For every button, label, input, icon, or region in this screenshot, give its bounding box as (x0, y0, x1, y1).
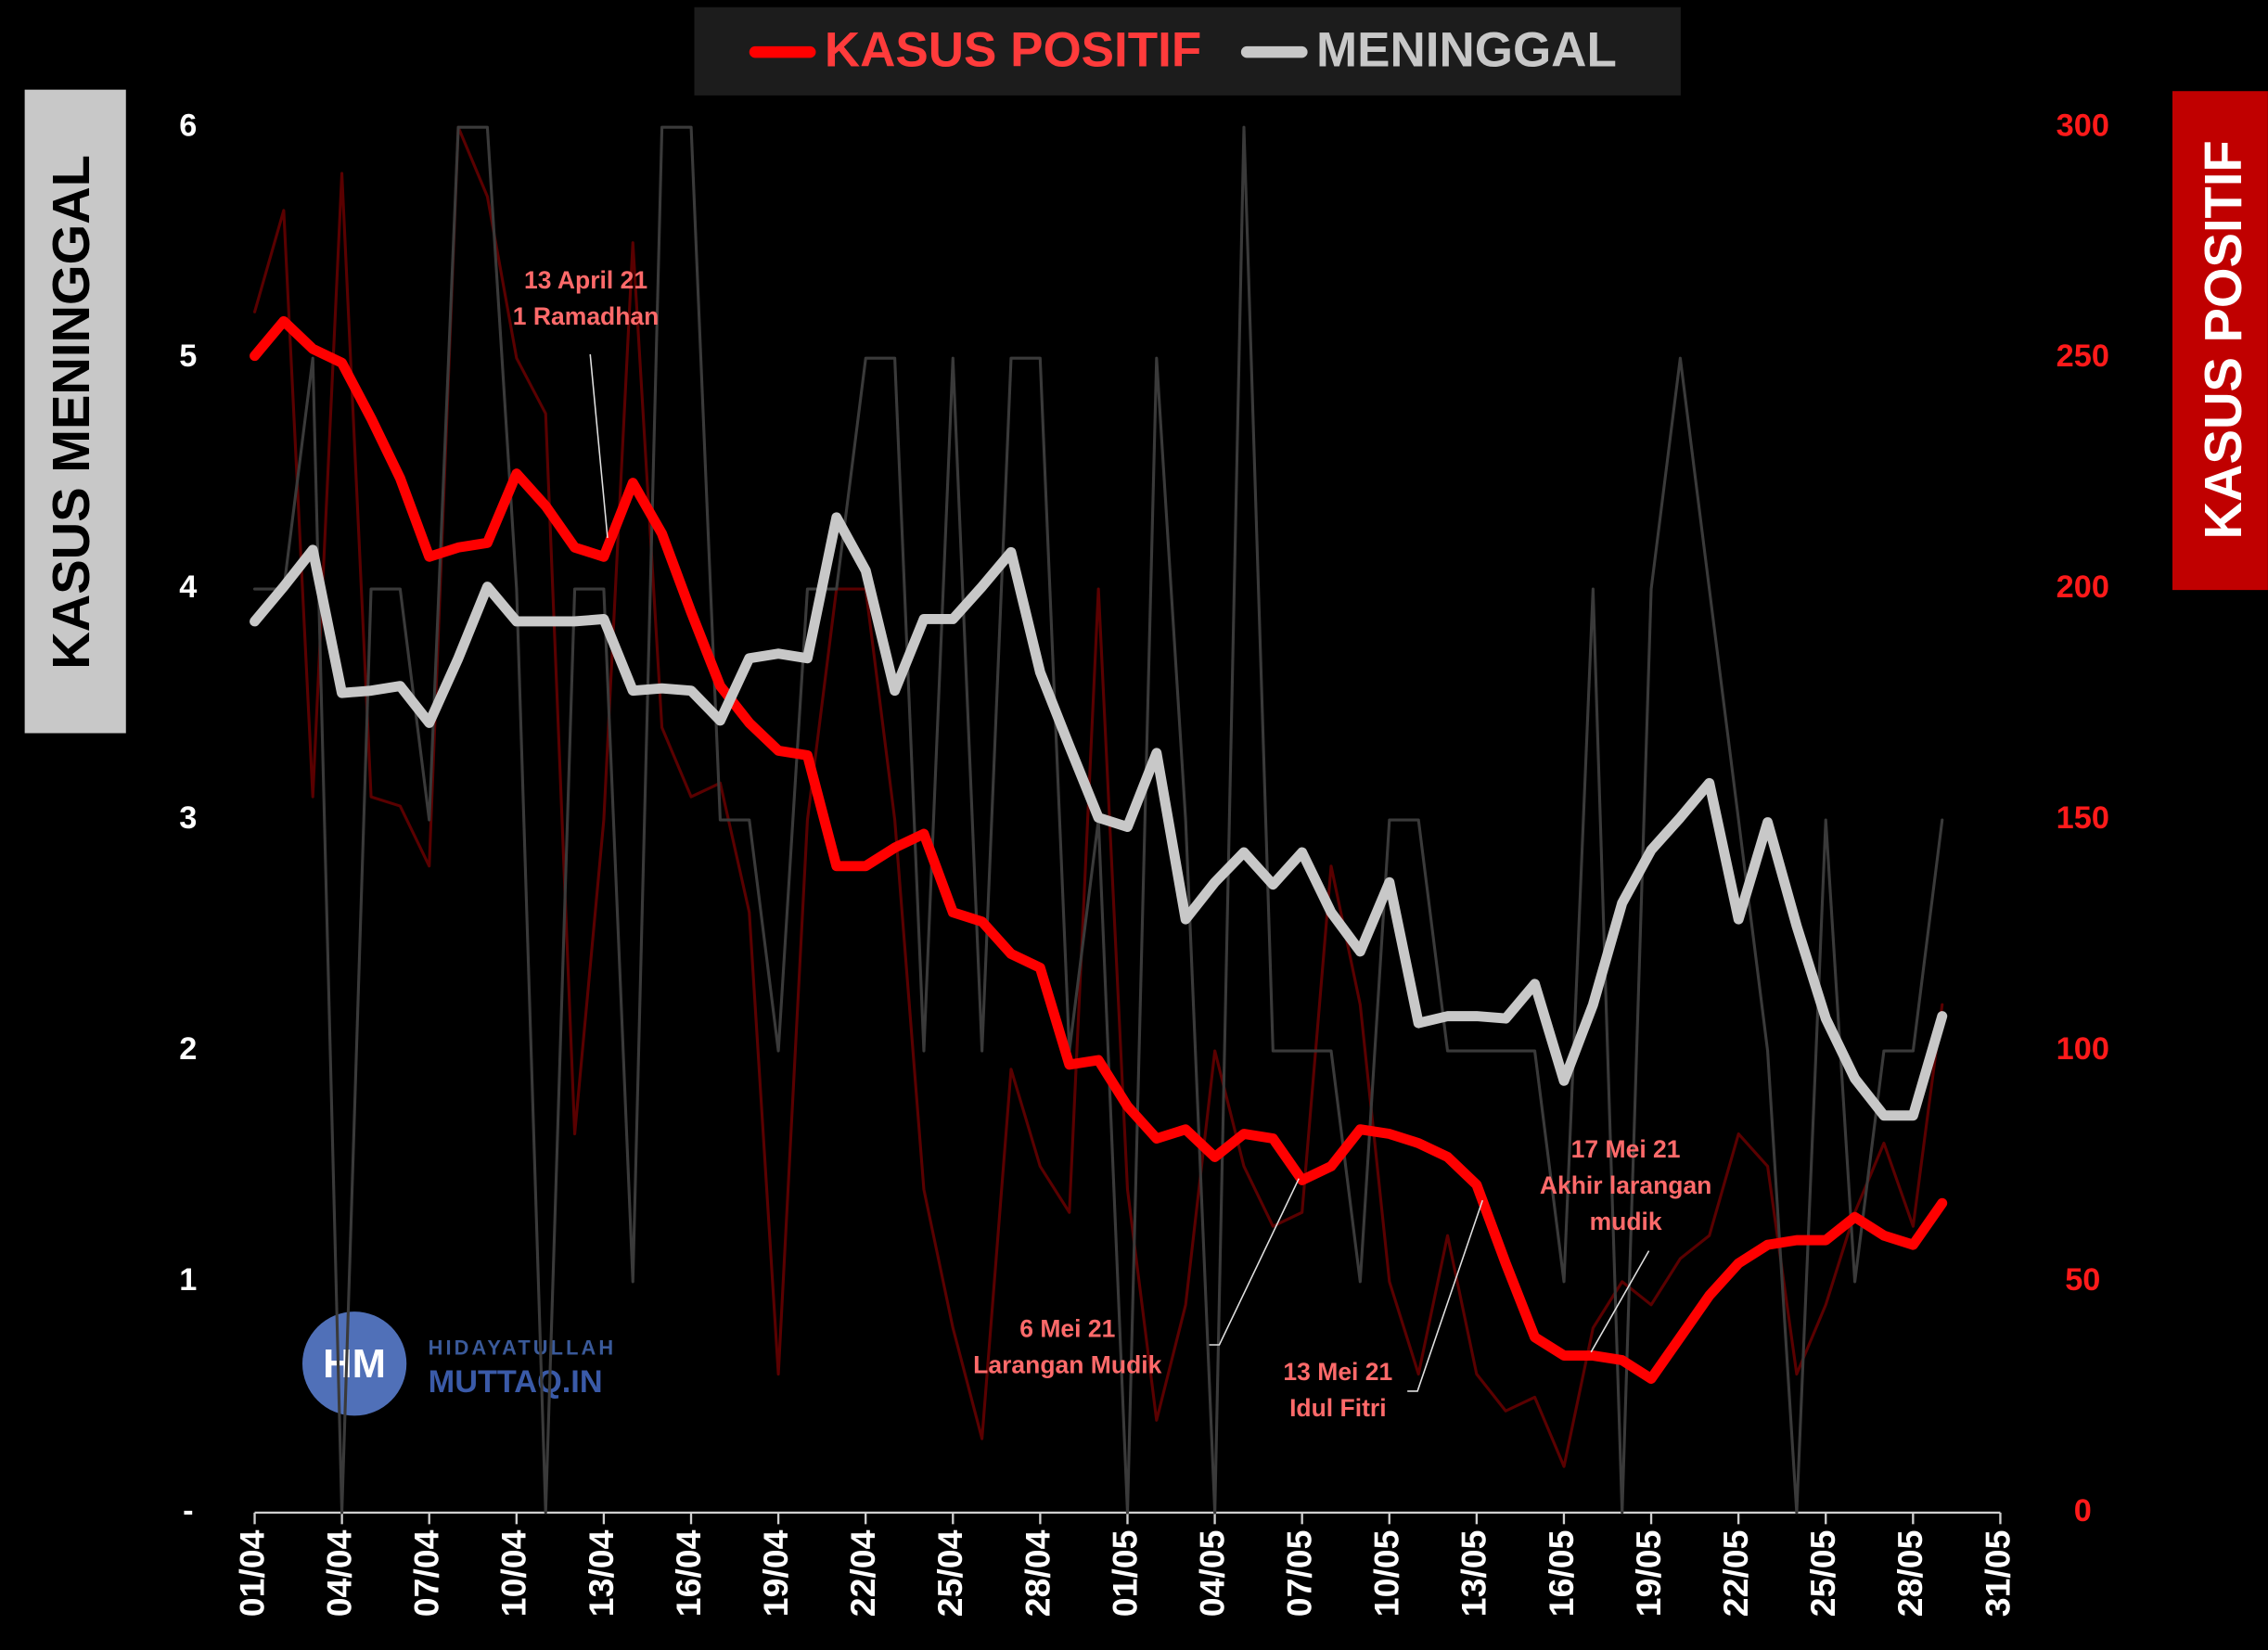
y2-axis-label-box (2172, 91, 2268, 591)
x-tick-label: 19/05 (1629, 1530, 1668, 1618)
y-tick-label: 6 (179, 108, 197, 143)
x-tick-label: 25/05 (1803, 1530, 1842, 1618)
x-tick-label: 31/05 (1978, 1530, 2017, 1618)
annotation-text: Idul Fitri (1289, 1394, 1387, 1422)
y-tick-label: - (183, 1493, 193, 1528)
annotation-text: 6 Mei 21 (1019, 1314, 1115, 1342)
x-tick-label: 25/04 (930, 1529, 969, 1617)
y-axis-label-box (24, 89, 126, 734)
x-tick-label: 19/04 (756, 1529, 795, 1617)
series-line (250, 315, 1948, 1384)
annotation-text: Akhir larangan (1540, 1171, 1712, 1199)
x-tick-label: 13/04 (582, 1529, 621, 1617)
annotation-text: 17 Mei 21 (1571, 1135, 1681, 1163)
x-tick-label: 22/05 (1716, 1530, 1755, 1618)
y2-tick-label: 50 (2065, 1262, 2100, 1298)
x-tick-label: 01/04 (232, 1529, 271, 1617)
annotation-text: Larangan Mudik (973, 1350, 1161, 1378)
y-tick-label: 2 (179, 1031, 197, 1067)
annotation-leader (1590, 1250, 1650, 1353)
x-tick-label: 16/05 (1542, 1530, 1581, 1618)
annotation-text: mudik (1590, 1208, 1662, 1235)
legend-box (694, 6, 1681, 96)
series-line (252, 125, 1944, 1468)
x-tick-label: 07/04 (407, 1529, 446, 1617)
y2-tick-label: 0 (2074, 1493, 2092, 1528)
annotation-leader (589, 353, 609, 539)
x-tick-label: 28/05 (1890, 1530, 1929, 1618)
y-tick-label: 1 (179, 1262, 197, 1298)
y-tick-label: 3 (179, 800, 197, 836)
y-tick-label: 5 (179, 339, 197, 374)
x-tick-label: 10/04 (494, 1529, 533, 1617)
x-tick-label: 16/04 (669, 1529, 708, 1617)
series-line (250, 512, 1948, 1121)
y2-tick-label: 150 (2057, 800, 2109, 836)
x-tick-label: 04/05 (1192, 1530, 1231, 1618)
watermark-line1: HIDAYATULLAH (429, 1336, 617, 1359)
x-tick-label: 22/04 (843, 1529, 882, 1617)
annotation-text: 13 Mei 21 (1283, 1358, 1392, 1386)
y2-axis-label: KASUS POSITIF (2194, 140, 2252, 539)
y-tick-label: 4 (179, 569, 197, 605)
x-tick-label: 01/05 (1105, 1530, 1144, 1618)
watermark-line2: MUTTAQ.IN (429, 1364, 603, 1400)
x-tick-label: 04/04 (320, 1529, 359, 1617)
x-tick-label: 28/04 (1018, 1529, 1057, 1617)
y2-tick-label: 100 (2057, 1031, 2109, 1067)
legend-label: MENINGGAL (1316, 23, 1617, 78)
x-tick-label: 10/05 (1367, 1530, 1406, 1618)
annotation-text: 1 Ramadhan (513, 302, 660, 330)
logo-circle (301, 1311, 407, 1416)
legend-label: KASUS POSITIF (825, 23, 1201, 78)
x-tick-label: 13/05 (1454, 1530, 1493, 1618)
annotation-leader (1209, 1178, 1300, 1346)
logo-text: HM (323, 1341, 386, 1387)
annotation-text: 13 April 21 (524, 266, 647, 294)
annotation-leader (1407, 1199, 1483, 1392)
y-axis-label: KASUS MENINGGAL (42, 155, 100, 670)
y2-tick-label: 250 (2057, 339, 2109, 374)
y2-tick-label: 300 (2057, 108, 2109, 143)
x-tick-label: 07/05 (1280, 1530, 1319, 1618)
y2-tick-label: 200 (2057, 569, 2109, 605)
